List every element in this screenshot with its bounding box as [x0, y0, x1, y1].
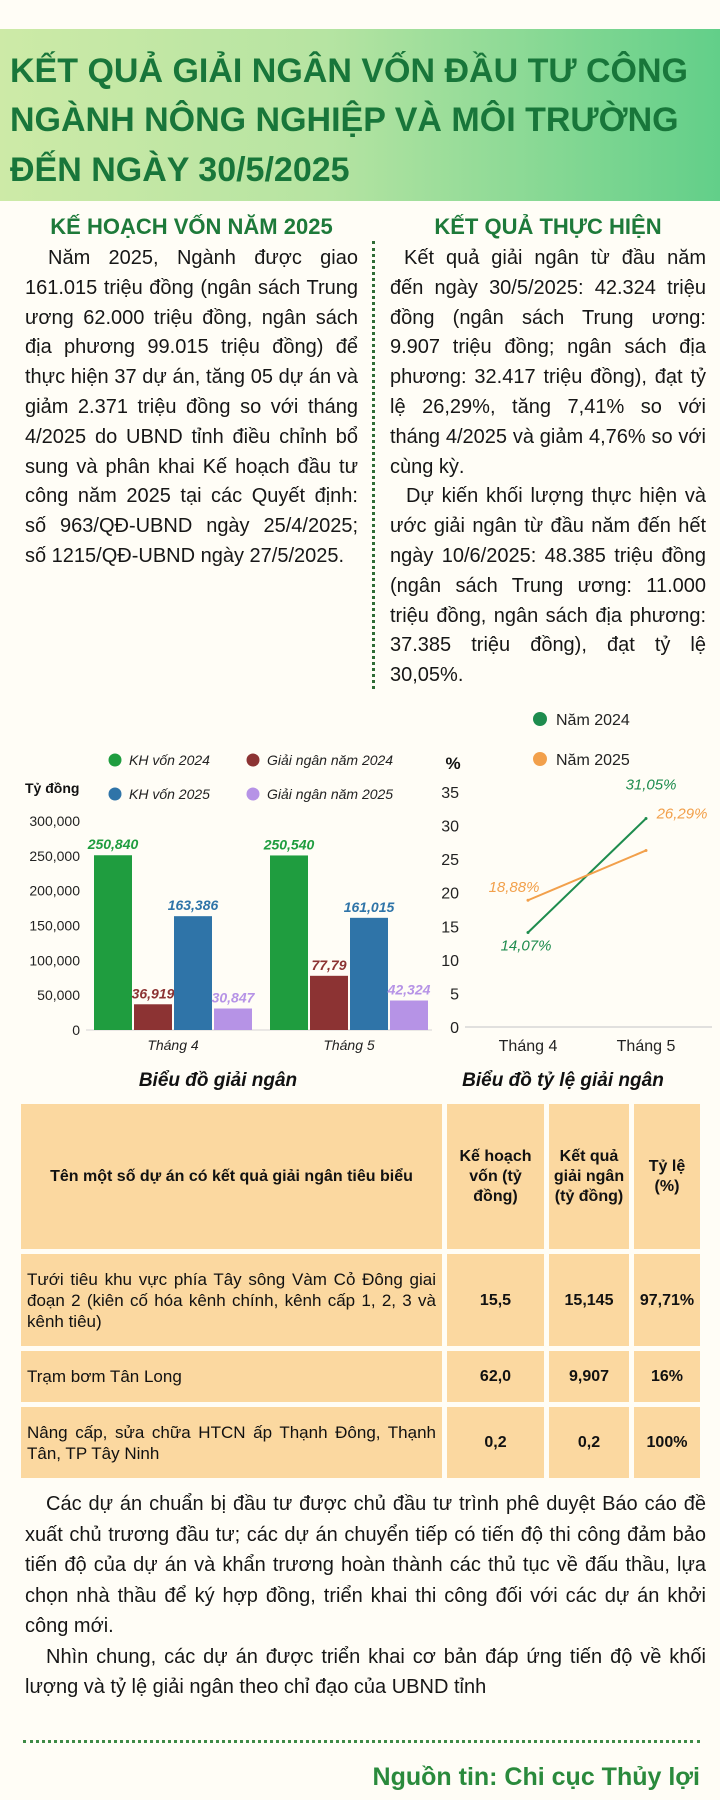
bar: [134, 1004, 172, 1030]
bar-value-label: 161,015: [344, 899, 395, 915]
table-header-rate: Tỷ lệ (%): [634, 1104, 700, 1249]
legend-label: KH vốn 2024: [129, 752, 210, 768]
y-tick-label: 50,000: [37, 987, 80, 1003]
table-cell-plan: 62,0: [447, 1351, 544, 1402]
data-point: [526, 898, 530, 902]
legend-label: Giải ngân năm 2025: [267, 786, 393, 802]
legend-marker: [108, 753, 122, 767]
bar: [214, 1008, 252, 1030]
legend-label: Năm 2024: [556, 712, 630, 729]
table-cell-result: 9,907: [549, 1351, 629, 1402]
chart-title: Biểu đồ tỷ lệ giải ngân: [462, 1070, 664, 1091]
legend-marker: [533, 712, 547, 726]
footer-divider: [23, 1740, 700, 1743]
result-paragraph: Kết quả giải ngân từ đầu năm đến ngày 30…: [390, 247, 706, 478]
table-cell-project: Trạm bơm Tân Long: [21, 1351, 442, 1402]
bar-value-label: 36,919: [132, 985, 175, 1001]
y-tick-label: 15: [441, 919, 459, 936]
page-title-line-1: KẾT QUẢ GIẢI NGÂN VỐN ĐẦU TƯ CÔNG: [10, 52, 688, 90]
plan-text: Năm 2025, Ngành được giao 161.015 triệu …: [25, 244, 358, 572]
page-title-line-2: NGÀNH NÔNG NGHIỆP VÀ MÔI TRƯỜNG: [10, 101, 679, 139]
y-tick-label: 150,000: [29, 918, 80, 934]
result-text: Kết quả giải ngân từ đầu năm đến ngày 30…: [390, 244, 706, 691]
bar: [94, 855, 132, 1030]
bar: [350, 917, 388, 1030]
y-tick-label: 5: [450, 986, 459, 1003]
point-value-label: 31,05%: [626, 777, 677, 794]
point-value-label: 14,07%: [501, 938, 552, 955]
chart-title: Biểu đồ giải ngân: [139, 1070, 297, 1091]
series-line: [527, 849, 647, 902]
point-value-label: 18,88%: [489, 879, 540, 896]
table-cell-result: 15,145: [549, 1254, 629, 1346]
data-point: [644, 817, 648, 821]
table-cell-rate: 100%: [634, 1407, 700, 1478]
table-cell-plan: 15,5: [447, 1254, 544, 1346]
bar-value-label: 163,386: [168, 897, 219, 913]
y-tick-label: 300,000: [29, 813, 80, 829]
legend-marker: [246, 787, 260, 801]
bar-value-label: 42,324: [387, 982, 431, 998]
legend-label: Năm 2025: [556, 752, 630, 769]
legend-marker: [108, 787, 122, 801]
table-cell-rate: 97,71%: [634, 1254, 700, 1346]
table-cell-result: 0,2: [549, 1407, 629, 1478]
source-credit: Nguồn tin: Chi cục Thủy lợi: [372, 1763, 700, 1791]
y-axis-title: Tỷ đồng: [25, 780, 79, 796]
title-banner: KẾT QUẢ GIẢI NGÂN VỐN ĐẦU TƯ CÔNG NGÀNH …: [0, 29, 720, 201]
summary-paragraph: Nhìn chung, các dự án được triển khai cơ…: [25, 1645, 706, 1699]
legend-label: Giải ngân năm 2024: [267, 752, 393, 768]
y-tick-label: 100,000: [29, 952, 80, 968]
column-divider: [372, 241, 375, 689]
result-paragraph: Dự kiến khối lượng thực hiện và ước giải…: [390, 485, 706, 687]
table-header-plan: Kế hoạch vốn (tỷ đồng): [447, 1104, 544, 1249]
y-tick-label: 0: [450, 1020, 459, 1037]
bar: [390, 1000, 428, 1030]
summary-text: Các dự án chuẩn bị đầu tư được chủ đầu t…: [25, 1489, 706, 1703]
summary-paragraph: Các dự án chuẩn bị đầu tư được chủ đầu t…: [25, 1493, 706, 1637]
result-heading: KẾT QUẢ THỰC HIỆN: [434, 214, 662, 239]
projects-table: Tên một số dự án có kết quả giải ngân ti…: [21, 1104, 700, 1478]
bar-value-label: 250,540: [263, 836, 315, 852]
x-tick-label: Tháng 5: [617, 1038, 676, 1055]
y-tick-label: 250,000: [29, 848, 80, 864]
bar: [310, 975, 348, 1030]
page-title-line-3: ĐẾN NGÀY 30/5/2025: [10, 151, 350, 189]
table-cell-plan: 0,2: [447, 1407, 544, 1478]
point-value-label: 26,29%: [656, 805, 708, 822]
y-tick-label: 0: [72, 1022, 80, 1038]
bar: [270, 855, 308, 1030]
x-tick-label: Tháng 5: [323, 1037, 375, 1053]
y-tick-label: 30: [441, 819, 459, 836]
bar-value-label: 30,847: [212, 990, 256, 1006]
x-tick-label: Tháng 4: [147, 1037, 199, 1053]
y-tick-label: 25: [441, 852, 459, 869]
y-axis-title: %: [445, 754, 460, 773]
legend-label: KH vốn 2025: [129, 786, 210, 802]
legend-marker: [246, 753, 260, 767]
y-tick-label: 35: [441, 785, 459, 802]
x-tick-label: Tháng 4: [499, 1038, 558, 1055]
y-tick-label: 20: [441, 886, 459, 903]
table-cell-rate: 16%: [634, 1351, 700, 1402]
bar-value-label: 77,79: [311, 957, 346, 973]
table-cell-project: Tưới tiêu khu vực phía Tây sông Vàm Cỏ Đ…: [21, 1254, 442, 1346]
bar: [174, 916, 212, 1030]
y-tick-label: 10: [441, 953, 459, 970]
y-tick-label: 200,000: [29, 883, 80, 899]
bar-value-label: 250,840: [87, 836, 139, 852]
data-point: [526, 931, 530, 935]
legend-marker: [533, 752, 547, 766]
plan-paragraph: Năm 2025, Ngành được giao 161.015 triệu …: [25, 247, 358, 567]
table-header-result: Kết quả giải ngân (tỷ đồng): [549, 1104, 629, 1249]
table-cell-project: Nâng cấp, sửa chữa HTCN ấp Thạnh Đông, T…: [21, 1407, 442, 1478]
data-point: [644, 848, 648, 852]
table-header-project: Tên một số dự án có kết quả giải ngân ti…: [21, 1104, 442, 1249]
charts-area: KH vốn 2024 Giải ngân năm 2024 KH vốn 2025…: [25, 712, 712, 1091]
plan-heading: KẾ HOẠCH VỐN NĂM 2025: [50, 214, 333, 239]
